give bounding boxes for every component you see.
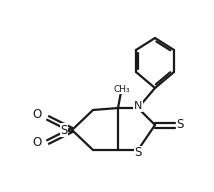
Text: O: O <box>32 108 42 122</box>
Text: CH₃: CH₃ <box>114 84 130 94</box>
Text: N: N <box>134 101 142 111</box>
Text: S: S <box>134 146 142 160</box>
Text: S: S <box>60 123 68 137</box>
Text: S: S <box>176 118 184 132</box>
Text: O: O <box>32 137 42 150</box>
